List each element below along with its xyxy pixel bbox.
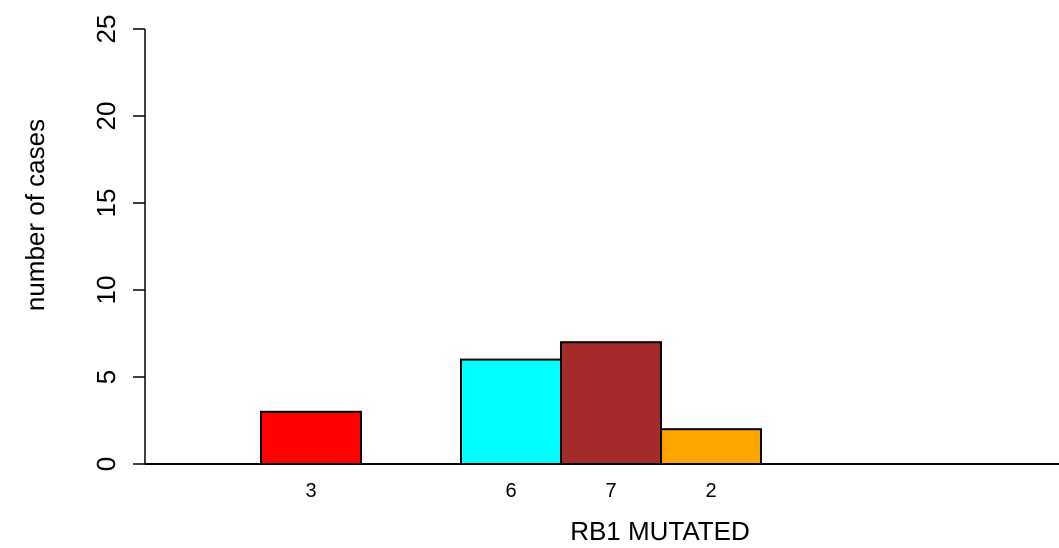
y-tick-label: 20 <box>91 102 121 131</box>
bars <box>260 341 762 466</box>
bar-value-label: 7 <box>605 480 616 502</box>
bar <box>460 358 562 466</box>
y-axis: 0 5 10 15 20 25 number of cases <box>20 15 146 471</box>
y-tick-label: 5 <box>91 370 121 384</box>
y-ticks: 0 5 10 15 20 25 <box>91 15 145 471</box>
y-tick-label: 10 <box>91 276 121 305</box>
y-tick-label: 0 <box>91 457 121 471</box>
bar <box>560 341 662 466</box>
bar-value-label: 2 <box>705 480 716 502</box>
bar-value-label: 3 <box>305 480 316 502</box>
x-axis-label: RB1 MUTATED <box>570 516 750 546</box>
bar <box>660 428 762 466</box>
bar <box>260 410 362 465</box>
y-tick-label: 15 <box>91 189 121 218</box>
bar-labels: 3 6 7 2 <box>305 480 716 502</box>
bar-value-label: 6 <box>505 480 516 502</box>
y-tick-label: 25 <box>91 15 121 44</box>
y-axis-label: number of cases <box>20 119 50 311</box>
